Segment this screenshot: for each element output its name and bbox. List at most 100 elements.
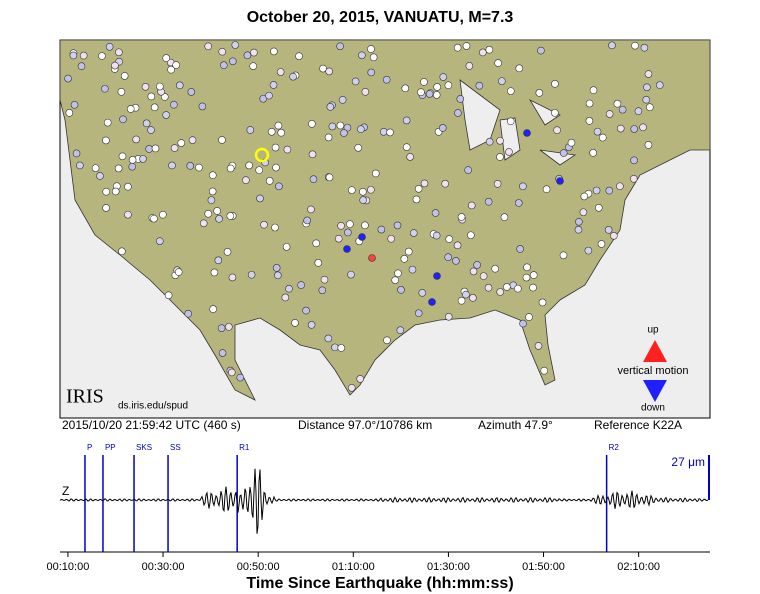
station [634, 107, 643, 115]
station [428, 298, 436, 306]
station [282, 243, 291, 251]
x-tick-label: 02:10:00 [617, 561, 660, 573]
station [320, 275, 329, 284]
station [337, 222, 345, 230]
station [228, 57, 237, 66]
station [218, 47, 226, 56]
station [420, 78, 428, 86]
station [188, 136, 197, 144]
station [464, 166, 472, 174]
station [277, 128, 285, 137]
station [394, 269, 402, 278]
station [551, 109, 559, 117]
station [593, 127, 602, 136]
station [485, 137, 494, 146]
station [245, 161, 253, 170]
station [431, 209, 440, 217]
phase-label: PP [105, 443, 116, 452]
station [514, 284, 522, 293]
station [324, 133, 333, 142]
station [102, 187, 110, 196]
station [265, 177, 274, 185]
station [218, 136, 226, 144]
station [452, 257, 460, 265]
station [397, 286, 405, 294]
station [453, 43, 462, 52]
station [589, 86, 598, 95]
legend-up: up [647, 325, 659, 336]
station [655, 81, 664, 89]
station [574, 225, 583, 234]
station [198, 102, 207, 111]
station [326, 103, 335, 111]
phase-label: SKS [136, 443, 152, 452]
station [361, 88, 370, 96]
station [314, 259, 323, 267]
station [270, 47, 278, 56]
station [118, 152, 127, 161]
station [457, 296, 466, 305]
station [160, 93, 169, 101]
station [70, 101, 79, 109]
station [255, 166, 263, 174]
station [485, 45, 494, 54]
station [438, 124, 447, 132]
station [103, 118, 112, 127]
station [462, 290, 470, 299]
station [604, 226, 613, 234]
station [585, 99, 594, 108]
station [271, 223, 279, 232]
station [145, 145, 153, 153]
station [336, 42, 344, 51]
station [295, 52, 303, 60]
scale-label: 27 μm [671, 455, 705, 469]
land [59, 39, 711, 401]
station [542, 185, 551, 194]
station [246, 126, 255, 134]
station [331, 343, 339, 352]
station [579, 208, 588, 217]
station [226, 164, 235, 173]
station [534, 342, 543, 350]
station [519, 182, 527, 191]
station [69, 51, 78, 60]
station [356, 375, 364, 383]
station [79, 51, 88, 60]
station [540, 366, 549, 375]
station [226, 212, 235, 220]
station [479, 48, 487, 57]
station [367, 45, 375, 53]
station [631, 41, 639, 50]
station [358, 233, 366, 241]
station [204, 209, 213, 218]
station [218, 349, 227, 357]
station [325, 173, 334, 182]
station [491, 264, 499, 273]
station [195, 163, 203, 172]
station [291, 319, 299, 327]
station [475, 81, 484, 90]
station [199, 219, 208, 228]
station [217, 324, 226, 332]
station [379, 127, 388, 136]
station [529, 271, 538, 279]
station [159, 210, 167, 219]
station [479, 272, 488, 280]
station [309, 175, 318, 184]
phase-label: SS [170, 443, 181, 452]
station [223, 248, 232, 256]
station [402, 143, 411, 151]
station [285, 284, 293, 293]
station [589, 149, 597, 157]
station [645, 103, 654, 111]
station [167, 65, 175, 74]
station [150, 103, 159, 112]
legend-down: down [641, 403, 665, 414]
station [172, 61, 180, 69]
station [324, 334, 333, 343]
station [516, 245, 524, 253]
station [236, 373, 245, 382]
title: October 20, 2015, VANUATU, M=7.3 [247, 9, 514, 26]
station [553, 126, 561, 134]
